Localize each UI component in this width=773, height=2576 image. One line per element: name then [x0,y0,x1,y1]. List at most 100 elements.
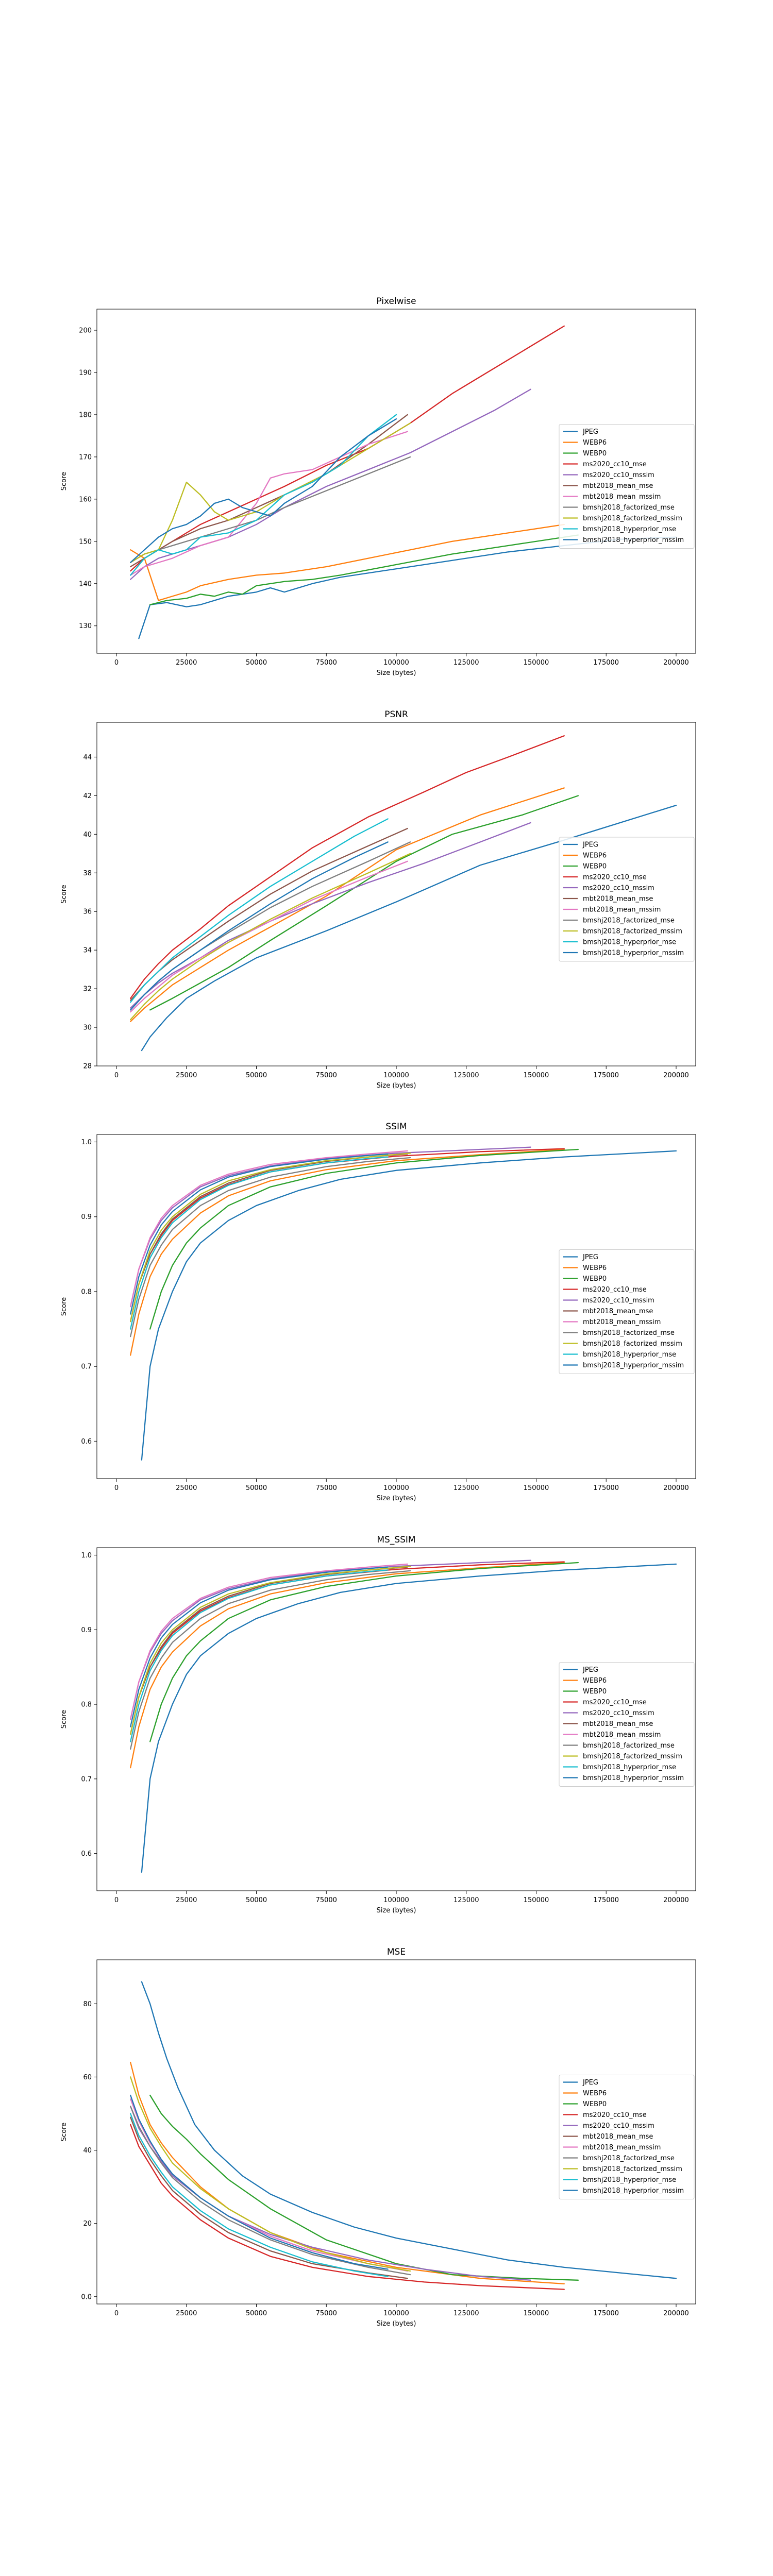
legend-label: ms2020_cc10_mssim [583,2122,654,2130]
x-tick-label: 100000 [383,2310,409,2317]
x-tick-label: 175000 [593,2310,619,2317]
series-line-JPEG [141,1150,677,1461]
x-tick-label: 75000 [316,659,337,667]
y-tick-label: 60 [83,2074,92,2081]
series-group [130,1981,677,2290]
x-tick-label: 75000 [316,1896,337,1904]
x-tick-label: 200000 [663,1072,689,1079]
x-tick-label: 125000 [453,2310,479,2317]
x-axis-label: Size (bytes) [377,2320,416,2328]
series-line-ms2020_cc10_mse [130,735,565,999]
series-line-ms2020_cc10_mse [130,2124,565,2290]
series-line-WEBP0 [149,534,579,605]
legend-label: bmshj2018_hyperprior_mssim [583,1774,684,1782]
legend-label: WEBP0 [583,1688,607,1696]
series-line-WEBP6 [130,2061,565,2285]
chart-title: MSE [387,1947,406,1957]
series-line-mbt2018_mean_mssim [130,860,408,1013]
x-tick-label: 125000 [453,1072,479,1079]
legend-label: WEBP0 [583,2100,607,2108]
series-line-WEBP6 [130,1562,565,1769]
x-tick-label: 200000 [663,1896,689,1904]
x-axis-label: Size (bytes) [377,1495,416,1502]
series-line-bmshj2018_hyperprior_mse [130,414,397,576]
series-line-bmshj2018_hyperprior_mse [130,818,389,1003]
series-line-bmshj2018_hyperprior_mssim [130,841,389,1011]
y-tick-label: 180 [79,411,92,419]
chart-title: PSNR [384,709,408,720]
y-tick-label: 36 [83,908,92,916]
series-group [130,735,677,1052]
series-line-WEBP0 [149,795,579,1011]
legend-label: WEBP6 [583,852,607,860]
legend: JPEG WEBP6 WEBP0 ms2020_cc10_mse ms2020_cc10… [559,424,695,549]
legend-label: bmshj2018_hyperprior_mse [583,1764,676,1771]
y-tick-label: 20 [83,2220,92,2228]
legend-label: WEBP6 [583,1264,607,1272]
plot-frame [96,309,696,654]
chart-title: SSIM [385,1122,407,1132]
series-line-JPEG [141,1563,677,1873]
chart-title: Pixelwise [376,296,416,307]
y-tick-label: 160 [79,496,92,503]
legend-label: ms2020_cc10_mssim [583,471,654,479]
x-tick-label: 25000 [176,659,197,667]
series-line-mbt2018_mean_mse [130,2116,408,2279]
legend-box [559,837,695,962]
legend-box [559,424,695,549]
legend-label: WEBP0 [583,450,607,457]
x-tick-label: 150000 [524,1072,549,1079]
legend-label: mbt2018_mean_mssim [583,906,661,914]
y-tick-label: 200 [79,327,92,334]
legend-label: ms2020_cc10_mse [583,1699,647,1706]
legend-label: ms2020_cc10_mssim [583,1297,654,1304]
chart-pixelwise: Pixelwise 0 25000 50000 75000 100000 125000 150… [60,296,696,677]
chart-mse: MSE 0 25000 50000 75000 100000 125000 150000 175… [60,1947,696,2328]
x-axis-label: Size (bytes) [377,1907,416,1914]
legend-label: mbt2018_mean_mse [583,1308,653,1315]
series-line-WEBP0 [149,2094,579,2281]
legend-label: bmshj2018_hyperprior_mse [583,2176,676,2184]
legend-label: mbt2018_mean_mse [583,2133,653,2141]
x-tick-label: 75000 [316,1072,337,1079]
chart-title: MS_SSIM [377,1535,415,1545]
y-axis-label: Score [60,885,68,903]
series-line-mbt2018_mean_mssim [130,1563,408,1720]
legend-label: WEBP6 [583,439,607,447]
y-tick-label: 38 [83,870,92,877]
legend-label: JPEG [582,1666,598,1674]
legend-label: mbt2018_mean_mssim [583,493,661,501]
chart-psnr: PSNR 0 25000 50000 75000 100000 125000 150000 17… [60,709,696,1090]
y-tick-label: 28 [83,1063,92,1071]
series-line-bmshj2018_hyperprior_mssim [130,2094,389,2270]
x-tick-label: 150000 [524,1896,549,1904]
x-tick-label: 25000 [176,1072,197,1079]
x-tick-label: 0 [114,659,119,667]
legend-label: bmshj2018_factorized_mse [583,1329,675,1337]
series-line-JPEG [141,1981,677,2279]
plot-frame [96,1134,696,1479]
y-tick-label: 170 [79,453,92,461]
legend: JPEG WEBP6 WEBP0 ms2020_cc10_mse ms2020_cc10… [559,837,695,962]
legend-label: bmshj2018_hyperprior_mse [583,526,676,533]
x-tick-label: 125000 [453,1896,479,1904]
series-line-JPEG [138,536,677,639]
legend-label: JPEG [582,2079,598,2087]
x-tick-label: 100000 [383,1896,409,1904]
y-axis-label: Score [60,1710,68,1728]
series-line-bmshj2018_factorized_mssim [130,2076,411,2272]
series-line-bmshj2018_hyperprior_mse [130,1569,389,1742]
legend-label: ms2020_cc10_mse [583,1286,647,1294]
x-tick-label: 0 [114,1484,119,1492]
x-tick-label: 50000 [246,1484,267,1492]
legend-label: bmshj2018_factorized_mssim [583,2165,682,2173]
y-tick-label: 40 [83,2147,92,2155]
x-tick-label: 175000 [593,659,619,667]
legend-label: mbt2018_mean_mssim [583,1731,661,1739]
x-tick-label: 100000 [383,1484,409,1492]
x-tick-label: 50000 [246,1896,267,1904]
series-line-mbt2018_mean_mssim [130,431,408,576]
y-tick-label: 0.8 [81,1288,92,1296]
series-line-bmshj2018_factorized_mse [130,1570,411,1750]
